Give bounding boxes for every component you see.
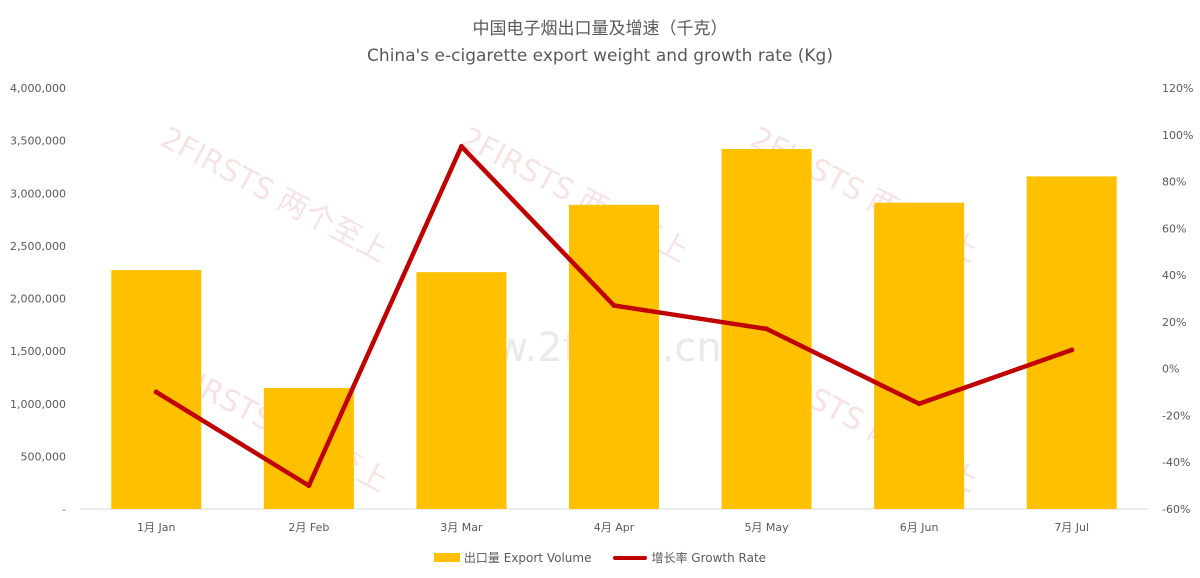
y-left-tick-label: 3,000,000 [10,187,66,200]
legend-item-export-volume: 出口量 Export Volume [433,549,592,566]
y-right-tick-label: 0% [1162,363,1179,376]
bar [416,272,507,509]
legend-label-export-volume: 出口量 Export Volume [463,551,592,565]
growth-rate-point [1069,347,1075,353]
x-tick-label: 1月 Jan [137,521,175,534]
bar [263,387,354,509]
y-left-tick-label: 500,000 [21,450,67,463]
x-tick-label: 3月 Mar [440,521,483,534]
y-right-tick-label: -20% [1162,409,1190,422]
x-tick-label: 6月 Jun [900,521,939,534]
y-right-tick-label: 120% [1162,82,1193,95]
y-left-tick-label: 3,500,000 [10,135,66,148]
x-tick-label: 4月 Apr [594,521,635,534]
y-right-tick-label: 80% [1162,176,1186,189]
bar [111,270,202,509]
chart-subtitle: China's e-cigarette export weight and gr… [367,46,833,66]
y-left-tick-label: 1,500,000 [10,345,66,358]
legend-item-growth-rate: 增长率 Growth Rate [613,549,766,566]
y-left-tick-label: 2,000,000 [10,293,66,306]
bar [874,202,965,509]
growth-rate-point [458,143,464,149]
legend-label-growth-rate: 增长率 Growth Rate [651,551,767,565]
x-tick-label: 7月 Jul [1054,521,1089,534]
y-right-tick-label: -40% [1162,456,1190,469]
y-right-tick-label: 100% [1162,129,1193,142]
y-right-tick-label: 40% [1162,269,1186,282]
y-right-tick-label: -60% [1162,503,1190,516]
x-tick-label: 5月 May [744,521,789,534]
y-right-tick-label: 60% [1162,222,1186,235]
growth-rate-point [611,303,617,309]
chart-title: 中国电子烟出口量及增速（千克） [472,19,728,39]
y-right-tick-label: 20% [1162,316,1186,329]
bar [569,204,659,509]
legend-swatch-line [613,555,648,560]
legend: 出口量 Export Volume 增长率 Growth Rate [0,549,1200,566]
growth-rate-point [764,326,770,332]
y-left-tick-label: 1,000,000 [10,398,66,411]
y-left-tick-label: - [62,503,66,516]
growth-rate-point [306,483,312,489]
x-tick-label: 2月 Feb [288,521,329,534]
growth-rate-point [916,401,922,407]
y-left-tick-label: 2,500,000 [10,240,66,253]
legend-swatch-bar [433,553,460,562]
bar [1026,176,1117,509]
y-left-tick-label: 4,000,000 [10,82,66,95]
growth-rate-point [153,389,159,395]
